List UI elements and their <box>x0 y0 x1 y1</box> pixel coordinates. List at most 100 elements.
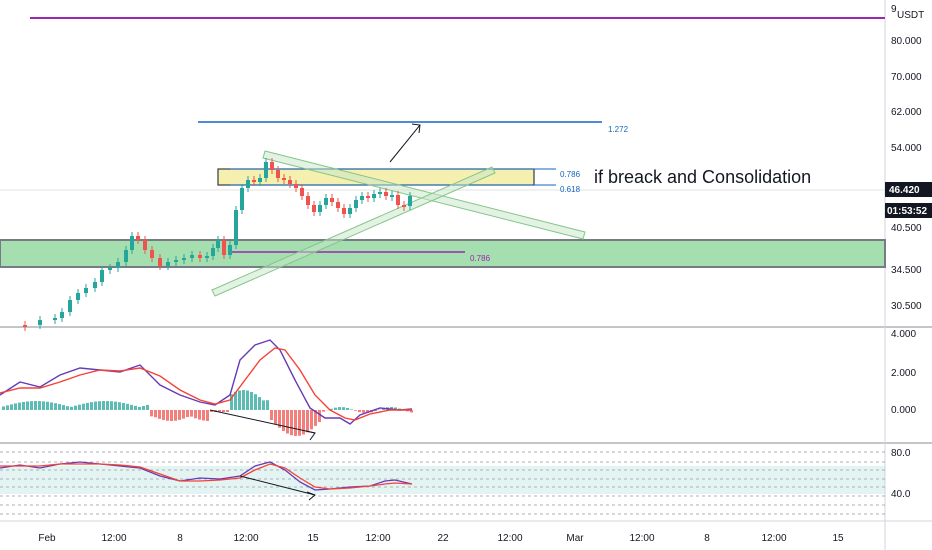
macd-histogram-bar <box>82 403 85 410</box>
candle <box>166 262 170 266</box>
candle <box>130 236 134 250</box>
macd-histogram-bar <box>350 409 353 410</box>
time-axis-label: 12:00 <box>761 533 786 544</box>
macd-signal-line <box>0 347 412 421</box>
candle <box>342 208 346 214</box>
candlestick-series[interactable] <box>23 158 412 331</box>
macd-histogram-bar <box>18 402 21 410</box>
countdown-value: 01:53:52 <box>887 206 927 217</box>
candle <box>348 208 352 214</box>
candle <box>190 255 194 258</box>
candle <box>258 178 262 182</box>
candle <box>294 184 298 188</box>
macd-divergence-arrowhead <box>305 430 316 441</box>
macd-histogram-bar <box>322 410 325 412</box>
candle <box>136 236 140 240</box>
macd-histogram-bar <box>222 410 225 412</box>
macd-histogram-bar <box>306 410 309 433</box>
candle <box>408 196 412 206</box>
macd-histogram-bar <box>298 410 301 436</box>
macd-histogram-bar <box>410 410 413 413</box>
candle <box>205 256 209 258</box>
candle <box>366 196 370 198</box>
macd-axis-label-0: 4.000 <box>891 329 916 340</box>
support-zone[interactable] <box>0 239 886 268</box>
macd-histogram-bar <box>270 410 273 420</box>
candle <box>384 192 388 196</box>
candle <box>124 250 128 262</box>
macd-divergence-line[interactable] <box>209 409 316 434</box>
macd-axis-label-2: 0.000 <box>891 405 916 416</box>
candle <box>288 180 292 184</box>
macd-histogram-bar <box>154 410 157 418</box>
candle <box>38 320 42 325</box>
macd-histogram-bar <box>30 401 33 410</box>
candle <box>306 196 310 205</box>
candle <box>108 268 112 270</box>
candle <box>211 248 215 256</box>
rsi-divergence-arrowhead <box>306 491 316 501</box>
price-axis-label: 40.500 <box>891 223 922 234</box>
candle <box>68 300 72 312</box>
ascending-channel[interactable] <box>211 166 496 297</box>
macd-histogram-bar <box>146 404 149 410</box>
macd-histogram-bar <box>10 404 13 410</box>
macd-histogram-bar <box>74 405 77 410</box>
macd-histogram-bar <box>174 410 177 421</box>
macd-histogram-bar <box>34 401 37 410</box>
macd-histogram-bar <box>38 401 41 410</box>
macd-histogram-bar <box>130 404 133 410</box>
price-axis-labels[interactable]: 80.000 70.000 62.000 54.000 40.500 34.500 30.5… <box>891 36 922 312</box>
breakout-arrow[interactable] <box>389 124 421 163</box>
countdown-badge <box>885 203 932 218</box>
macd-axis-label-1: 2.000 <box>891 368 916 379</box>
price-axis-unit: USDT <box>897 10 924 21</box>
candle <box>390 195 394 197</box>
time-axis-label: 12:00 <box>233 533 258 544</box>
macd-histogram-bar <box>178 410 181 420</box>
time-axis-label: Feb <box>38 533 56 544</box>
macd-histogram-bar <box>294 410 297 436</box>
annotation-text[interactable]: if breack and Consolidation <box>594 167 811 187</box>
macd-histogram-bar <box>186 410 189 418</box>
macd-histogram-bar <box>158 410 161 419</box>
fib-label-purple: 0.786 <box>470 254 491 263</box>
macd-histogram-bar <box>314 410 317 426</box>
candle <box>324 198 328 205</box>
candle <box>270 162 274 170</box>
macd-histogram-bar <box>170 410 173 421</box>
time-axis-labels[interactable]: Feb 12:00 8 12:00 15 12:00 22 12:00 Mar 12:00 8 12:… <box>38 533 844 544</box>
rsi-line <box>0 461 413 491</box>
candle <box>246 180 250 188</box>
macd-histogram-bar <box>194 410 197 419</box>
macd-histogram-bar <box>58 404 61 410</box>
macd-histogram-bar <box>366 410 369 413</box>
candle <box>93 282 97 288</box>
descending-channel[interactable] <box>262 150 586 240</box>
macd-histogram-bar <box>250 391 253 410</box>
macd-histogram-bar <box>258 397 261 410</box>
current-price-value: 46.420 <box>889 185 920 196</box>
macd-histogram-bar <box>6 405 9 410</box>
macd-histogram-bar <box>318 410 321 423</box>
candle <box>158 258 162 266</box>
candle <box>228 245 232 255</box>
candle <box>150 250 154 258</box>
macd-histogram-bar <box>234 391 237 410</box>
macd-histogram-bar <box>246 390 249 410</box>
candle <box>174 260 178 262</box>
macd-histogram-bar <box>230 394 233 410</box>
candle <box>372 194 376 198</box>
macd-histogram-bar <box>22 401 25 410</box>
price-axis-label: 34.500 <box>891 265 922 276</box>
candle <box>276 170 280 178</box>
price-axis-label: 80.000 <box>891 36 922 47</box>
macd-histogram-bar <box>278 410 281 428</box>
candle <box>318 205 322 212</box>
macd-histogram-bar <box>302 410 305 435</box>
macd-histogram-bar <box>78 404 81 410</box>
macd-histogram-bar <box>202 410 205 421</box>
rsi-divergence-line[interactable] <box>239 475 316 496</box>
macd-histogram-bar <box>354 410 357 411</box>
